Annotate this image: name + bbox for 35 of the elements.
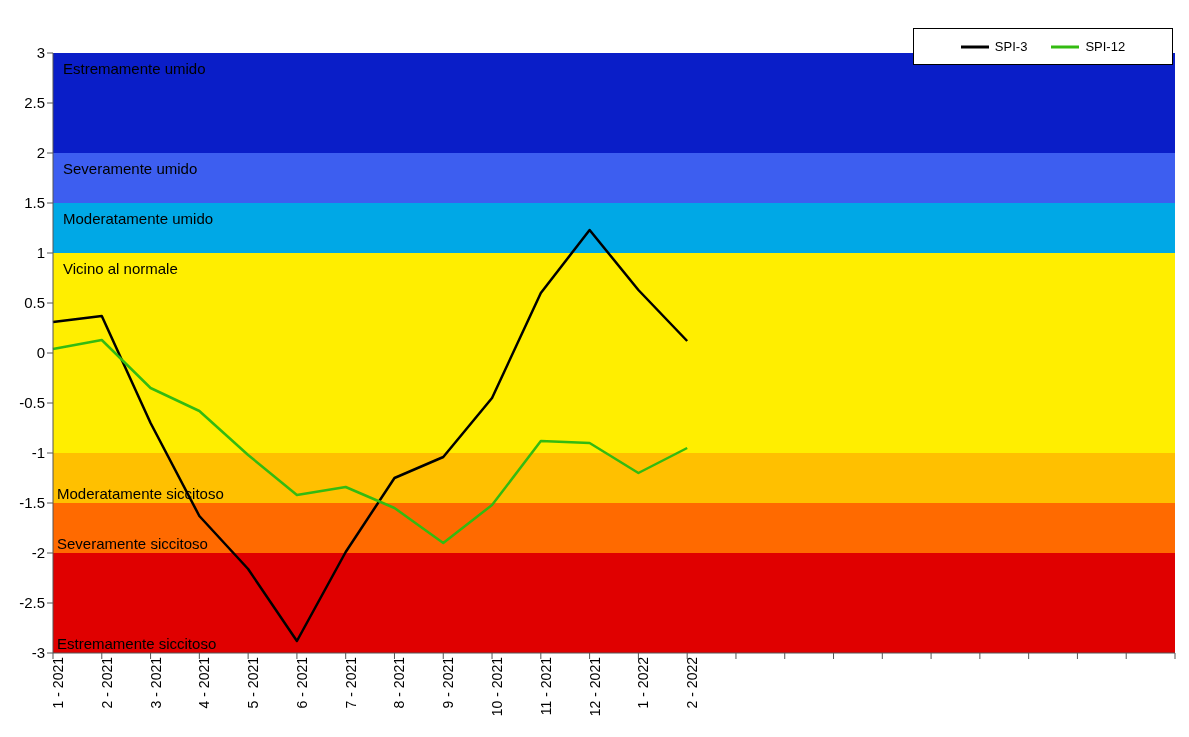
y-tick-label: 0.5 bbox=[24, 294, 45, 312]
y-tick-label: -1.5 bbox=[19, 494, 45, 512]
y-tick-label: 0 bbox=[36, 344, 45, 362]
x-tick-label: 6 - 2021 bbox=[293, 656, 310, 709]
x-tick-label: 7 - 2021 bbox=[342, 656, 359, 709]
x-tick-label: 2 - 2022 bbox=[684, 656, 701, 709]
y-tick-label: -2 bbox=[31, 544, 45, 562]
y-tick-label: 2.5 bbox=[24, 94, 45, 112]
x-tick-label: 5 - 2021 bbox=[245, 656, 262, 709]
band-label: Severamente umido bbox=[63, 159, 198, 177]
x-tick-label: 8 - 2021 bbox=[391, 656, 408, 709]
y-tick-label: 3 bbox=[36, 44, 45, 62]
y-tick-label: -2.5 bbox=[19, 594, 45, 612]
band-label: Moderatamente umido bbox=[63, 209, 214, 227]
y-tick-label: 2 bbox=[36, 144, 45, 162]
x-tick-label: 12 - 2021 bbox=[586, 656, 603, 717]
x-tick-label: 1 - 2021 bbox=[49, 656, 66, 709]
band-label: Vicino al normale bbox=[63, 259, 178, 277]
y-tick-label: 1 bbox=[36, 244, 45, 262]
x-tick-label: 3 - 2021 bbox=[147, 656, 164, 709]
x-tick-label: 9 - 2021 bbox=[440, 656, 457, 709]
band-label: Estremamente umido bbox=[63, 59, 206, 77]
band-label: Estremamente siccitoso bbox=[57, 635, 217, 652]
x-tick-label: 1 - 2022 bbox=[635, 656, 652, 709]
legend-label: SPI-3 bbox=[994, 39, 1028, 54]
x-tick-label: 10 - 2021 bbox=[488, 656, 505, 717]
x-tick-label: 4 - 2021 bbox=[196, 656, 213, 709]
y-tick-label: -1 bbox=[31, 444, 45, 462]
x-tick-label: 11 - 2021 bbox=[537, 656, 554, 716]
legend-label: SPI-12 bbox=[1085, 39, 1126, 54]
y-tick-label: 1.5 bbox=[24, 194, 45, 212]
band-label: Severamente siccitoso bbox=[57, 535, 208, 552]
y-tick-label: -0.5 bbox=[19, 394, 45, 412]
y-tick-label: -3 bbox=[31, 644, 45, 662]
x-tick-label: 2 - 2021 bbox=[98, 656, 115, 709]
